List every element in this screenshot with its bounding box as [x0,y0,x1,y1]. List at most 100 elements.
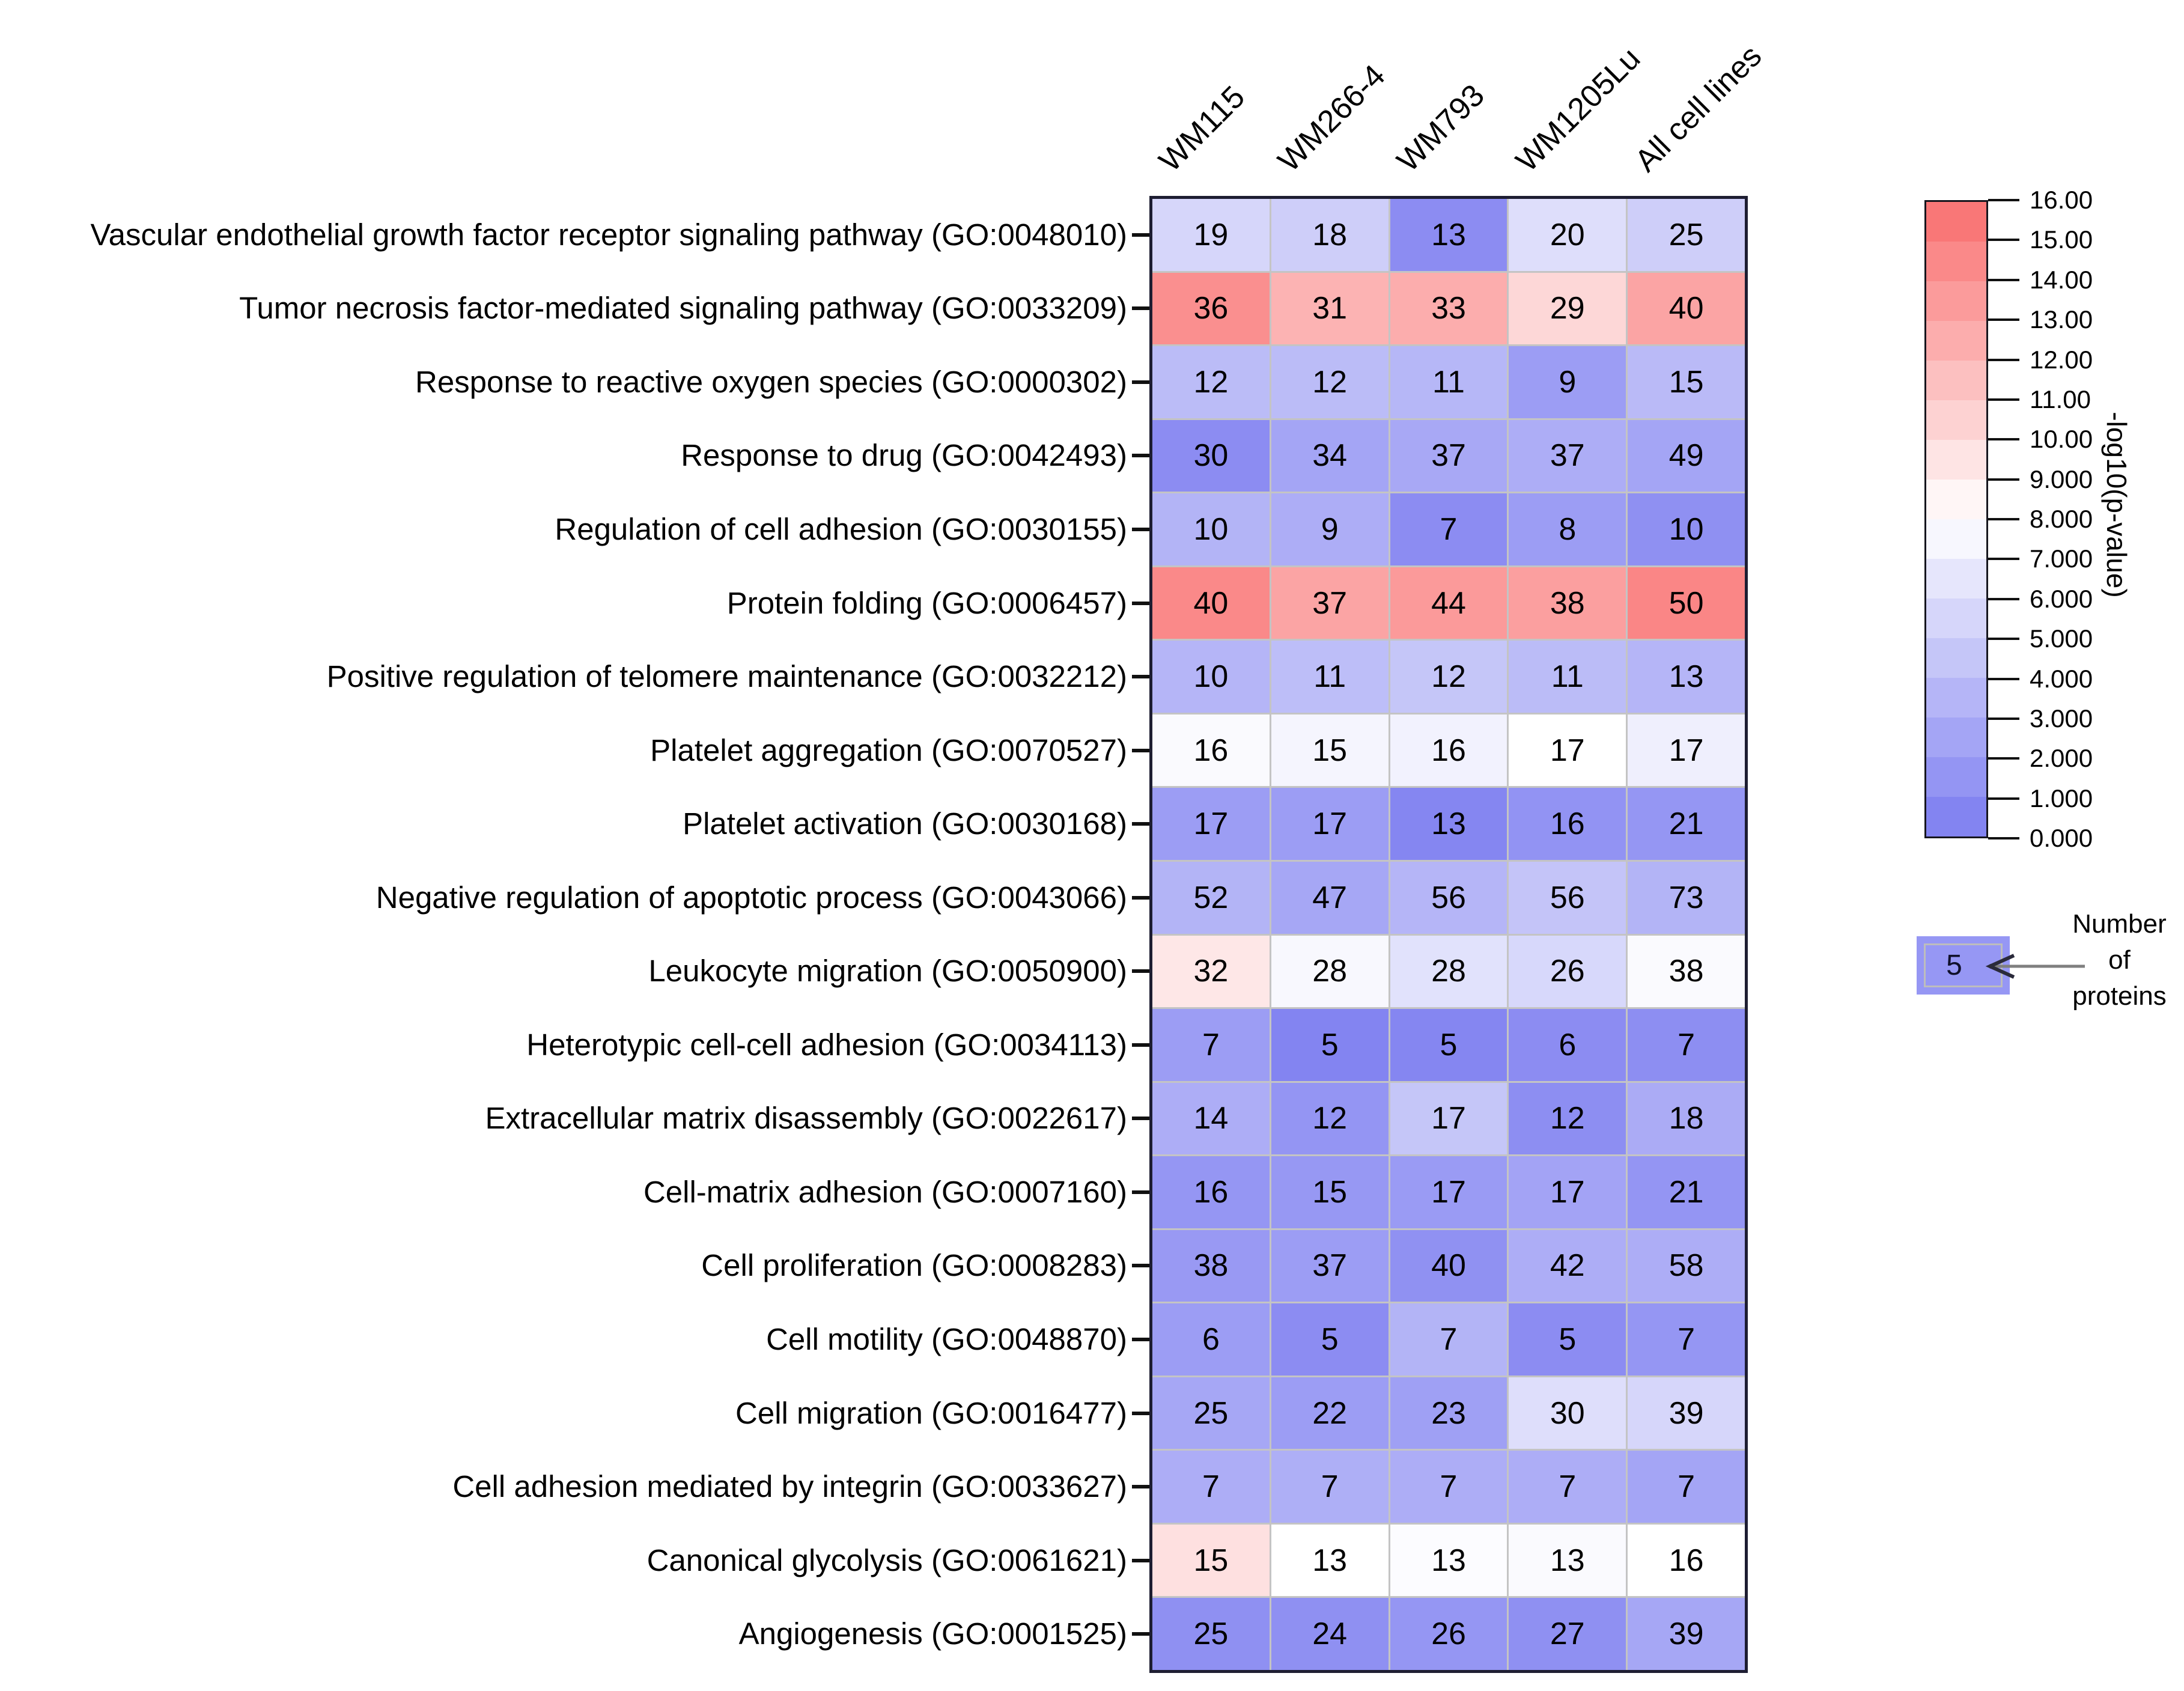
colorbar-tick-mark [1988,278,2019,281]
row-label: Cell adhesion mediated by integrin (GO:0… [452,1469,1127,1504]
colorbar-band [1926,321,1986,361]
row-tick-mark [1132,306,1150,311]
heatmap-cell: 21 [1628,788,1745,860]
legend-title-line: of [2108,945,2131,975]
heatmap-cell: 27 [1509,1598,1626,1670]
heatmap-grid: 19 18 13 20 25 36 31 33 29 40 12 12 11 9 15 30 34 37 37 49 1… [1149,196,1748,1673]
heatmap-cell: 30 [1152,419,1270,492]
colorbar-tick-label: 8.000 [2030,505,2093,533]
heatmap-cell: 7 [1152,1451,1270,1523]
row-tick-mark [1132,1485,1150,1489]
heatmap-cell: 6 [1509,1009,1626,1081]
row-label: Tumor necrosis factor-mediated signaling… [239,291,1127,326]
row-tick-mark [1132,380,1150,384]
colorbar-band [1926,559,1986,599]
heatmap-cell: 12 [1271,346,1389,418]
row-label: Protein folding (GO:0006457) [726,585,1127,620]
heatmap-cell: 31 [1271,272,1389,345]
colorbar-tick-label: 10.00 [2030,425,2093,454]
heatmap-cell: 25 [1152,1598,1270,1670]
colorbar-tick-label: 15.00 [2030,225,2093,254]
heatmap-cell: 38 [1509,567,1626,639]
colorbar-band [1926,202,1986,242]
heatmap-cell: 16 [1509,788,1626,860]
heatmap-cell: 17 [1509,1156,1626,1228]
colorbar-tick-mark [1988,638,2019,641]
legend-title-line: Number [2072,909,2167,939]
heatmap-cell: 8 [1509,493,1626,565]
heatmap-cell: 13 [1390,1524,1507,1597]
heatmap-cell: 28 [1390,935,1507,1008]
colorbar-band [1926,757,1986,797]
heatmap-cell: 7 [1390,493,1507,565]
heatmap-cell: 12 [1509,1082,1626,1155]
heatmap-cell: 16 [1152,1156,1270,1228]
heatmap-cell: 18 [1271,199,1389,271]
heatmap-cell: 20 [1509,199,1626,271]
colorbar-gradient [1924,200,1988,838]
heatmap-cell: 13 [1509,1524,1626,1597]
heatmap-cell: 25 [1628,199,1745,271]
heatmap-cell: 11 [1509,641,1626,713]
heatmap-cell: 7 [1152,1009,1270,1081]
heatmap-cell: 56 [1509,861,1626,934]
row-tick-mark [1132,1264,1150,1268]
colorbar-tick-mark [1988,757,2019,760]
row-label: Leukocyte migration (GO:0050900) [648,954,1127,989]
heatmap-cell: 12 [1271,1082,1389,1155]
legend-example-value: 5 [1946,949,1962,981]
heatmap-cell: 5 [1271,1303,1389,1376]
colorbar-band [1926,400,1986,440]
row-tick-mark [1132,969,1150,973]
heatmap-cell: 17 [1271,788,1389,860]
heatmap-cell: 49 [1628,419,1745,492]
heatmap-cell: 9 [1509,346,1626,418]
heatmap-cell: 17 [1390,1156,1507,1228]
row-label: Canonical glycolysis (GO:0061621) [646,1543,1127,1577]
row-label: Cell proliferation (GO:0008283) [701,1248,1127,1283]
row-tick-mark [1132,1190,1150,1194]
heatmap-cell: 17 [1152,788,1270,860]
heatmap-cell: 26 [1509,935,1626,1008]
row-label: Response to drug (GO:0042493) [681,438,1127,473]
colorbar-band [1926,361,1986,400]
row-tick-mark [1132,1117,1150,1121]
heatmap-cell: 47 [1271,861,1389,934]
heatmap-cell: 73 [1628,861,1745,934]
heatmap-cell: 7 [1390,1303,1507,1376]
row-label: Angiogenesis (GO:0001525) [738,1616,1127,1651]
heatmap-cell: 11 [1271,641,1389,713]
heatmap-cell: 40 [1390,1229,1507,1302]
heatmap-cell: 16 [1152,714,1270,787]
row-tick-mark [1132,1558,1150,1562]
colorbar-axis-title: -log10(p-value) [2101,412,2132,598]
legend-title: Number of proteins [2052,906,2184,1014]
row-label: Negative regulation of apoptotic process… [376,880,1127,915]
heatmap-cell: 32 [1152,935,1270,1008]
colorbar-band [1926,519,1986,559]
colorbar-tick-mark [1988,398,2019,401]
heatmap-cell: 30 [1509,1377,1626,1449]
heatmap-cell: 29 [1509,272,1626,345]
colorbar-band [1926,797,1986,836]
colorbar-tick-label: 12.00 [2030,345,2093,374]
row-label: Extracellular matrix disassembly (GO:002… [485,1101,1127,1136]
colorbar-tick-label: 5.000 [2030,624,2093,653]
heatmap-cell: 39 [1628,1598,1745,1670]
row-label: Heterotypic cell-cell adhesion (GO:00341… [526,1027,1127,1062]
row-tick-mark [1132,527,1150,531]
row-tick-mark [1132,822,1150,826]
heatmap-cell: 9 [1271,493,1389,565]
heatmap-cell: 7 [1390,1451,1507,1523]
heatmap-cell: 37 [1509,419,1626,492]
heatmap-cell: 37 [1271,567,1389,639]
row-label: Cell migration (GO:0016477) [735,1395,1127,1430]
heatmap-cell: 25 [1152,1377,1270,1449]
row-tick-mark [1132,1338,1150,1342]
heatmap-cell: 13 [1390,199,1507,271]
column-header: WM266-4 [1271,58,1392,179]
heatmap-cell: 39 [1628,1377,1745,1449]
heatmap-cell: 17 [1509,714,1626,787]
colorbar-tick-label: 4.000 [2030,664,2093,693]
arrow-left-icon [1985,954,2085,979]
